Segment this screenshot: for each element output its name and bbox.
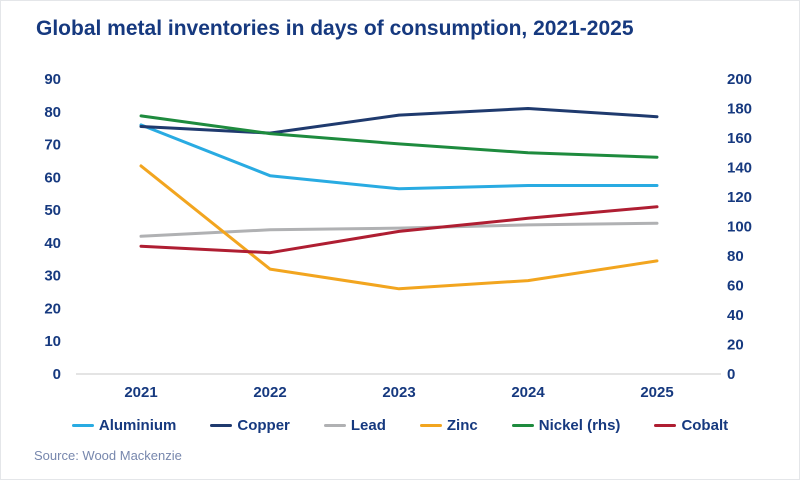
chart-legend: Aluminium Copper Lead Zinc Nickel (rhs) Cobal… <box>1 417 799 434</box>
series-line-copper <box>139 107 659 135</box>
legend-swatch-lead <box>323 424 346 427</box>
y-axis-right-tick: 0 <box>727 366 735 383</box>
y-axis-left-tick: 70 <box>44 137 61 154</box>
legend-swatch-cobalt <box>654 424 677 427</box>
source-text: Source: Wood Mackenzie <box>34 448 182 463</box>
x-axis-tick: 2022 <box>253 384 286 401</box>
legend-item-nickel-rhs: Nickel (rhs) <box>511 417 621 434</box>
series-line-lead <box>139 221 659 238</box>
y-axis-left-tick: 50 <box>44 202 61 219</box>
y-axis-right-tick: 80 <box>727 248 744 265</box>
legend-label-zinc: Zinc <box>446 417 478 434</box>
legend-item-zinc: Zinc <box>419 417 478 434</box>
line-chart-svg: 9080706050403020100200180160140120100806… <box>44 71 752 401</box>
y-axis-right-tick: 180 <box>727 101 752 118</box>
legend-swatch-zinc <box>419 424 442 427</box>
y-axis-left-tick: 20 <box>44 300 61 317</box>
legend-swatch-aluminium <box>71 424 94 427</box>
legend-item-lead: Lead <box>323 417 386 434</box>
legend-label-aluminium: Aluminium <box>98 417 177 434</box>
y-axis-right-tick: 120 <box>727 189 752 206</box>
y-axis-left-tick: 60 <box>44 169 61 186</box>
series-line-zinc <box>139 164 659 291</box>
x-axis-tick: 2025 <box>640 384 673 401</box>
series-line-cobalt <box>139 205 659 255</box>
series-line-nickel-rhs <box>139 114 659 159</box>
y-axis-left-tick: 10 <box>44 333 61 350</box>
y-axis-left-tick: 0 <box>53 366 61 383</box>
legend-label-cobalt: Cobalt <box>681 417 729 434</box>
y-axis-right-tick: 200 <box>727 71 752 88</box>
y-axis-left-tick: 90 <box>44 71 61 88</box>
legend-swatch-nickel-rhs <box>511 424 534 427</box>
legend-label-lead: Lead <box>350 417 386 434</box>
chart-title: Global metal inventories in days of cons… <box>36 17 634 40</box>
legend-item-cobalt: Cobalt <box>654 417 728 434</box>
series-line-aluminium <box>139 123 659 191</box>
x-axis-tick: 2023 <box>382 384 415 401</box>
legend-swatch-copper <box>210 424 233 427</box>
y-axis-right-tick: 140 <box>727 160 752 177</box>
y-axis-right-tick: 160 <box>727 130 752 147</box>
x-axis-tick: 2021 <box>124 384 157 401</box>
y-axis-right-tick: 40 <box>727 307 744 324</box>
y-axis-left-tick: 40 <box>44 235 61 252</box>
x-axis-tick: 2024 <box>511 384 545 401</box>
y-axis-left-tick: 80 <box>44 104 61 121</box>
y-axis-right-tick: 60 <box>727 278 744 295</box>
legend-label-copper: Copper <box>237 417 290 434</box>
y-axis-right-tick: 20 <box>727 337 744 354</box>
y-axis-left-tick: 30 <box>44 268 61 285</box>
legend-item-aluminium: Aluminium <box>71 417 177 434</box>
legend-label-nickel-rhs: Nickel (rhs) <box>538 417 621 434</box>
legend-item-copper: Copper <box>210 417 290 434</box>
y-axis-right-tick: 100 <box>727 219 752 236</box>
